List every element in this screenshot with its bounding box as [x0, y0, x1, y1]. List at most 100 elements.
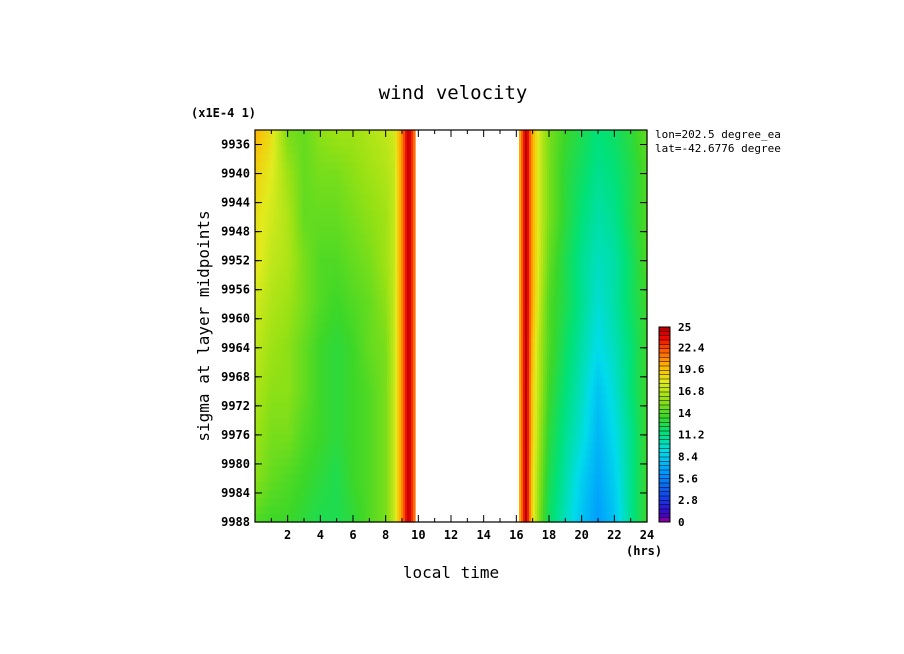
- heat-cell: [273, 314, 276, 323]
- heat-cell: [609, 378, 612, 387]
- heat-cell: [297, 210, 300, 219]
- heat-cell: [359, 162, 362, 171]
- heat-cell: [295, 218, 298, 227]
- heat-cell: [585, 386, 588, 395]
- heat-cell: [621, 274, 624, 283]
- heat-cell: [539, 258, 542, 267]
- heat-cell: [261, 346, 264, 355]
- heat-cell: [385, 154, 388, 163]
- heat-cell: [543, 154, 546, 163]
- heat-cell: [387, 226, 390, 235]
- heat-cell: [323, 266, 326, 275]
- heat-cell: [539, 130, 542, 139]
- heat-cell: [303, 258, 306, 267]
- heat-cell: [581, 314, 584, 323]
- heat-cell: [281, 298, 284, 307]
- heat-cell: [557, 202, 560, 211]
- heat-cell: [525, 314, 528, 323]
- heat-cell: [633, 170, 636, 179]
- heat-cell: [369, 210, 372, 219]
- heat-cell: [541, 218, 544, 227]
- heat-cell: [331, 258, 334, 267]
- heat-cell: [581, 146, 584, 155]
- heat-cell: [303, 282, 306, 291]
- heat-cell: [343, 282, 346, 291]
- heat-cell: [519, 218, 522, 227]
- heat-cell: [319, 370, 322, 379]
- heat-cell: [375, 330, 378, 339]
- heat-cell: [541, 314, 544, 323]
- heat-cell: [539, 226, 542, 235]
- heat-cell: [613, 218, 616, 227]
- heat-cell: [279, 186, 282, 195]
- heat-cell: [321, 202, 324, 211]
- heat-cell: [277, 242, 280, 251]
- heat-cell: [391, 130, 394, 139]
- heat-cell: [395, 282, 398, 291]
- heat-cell: [407, 250, 410, 259]
- heat-cell: [283, 322, 286, 331]
- heat-cell: [327, 234, 330, 243]
- heat-cell: [379, 170, 382, 179]
- heat-cell: [319, 386, 322, 395]
- heat-cell: [591, 138, 594, 147]
- heat-cell: [523, 362, 526, 371]
- heat-cell: [559, 258, 562, 267]
- heat-cell: [605, 194, 608, 203]
- heat-cell: [573, 298, 576, 307]
- heat-cell: [361, 378, 364, 387]
- heat-cell: [347, 178, 350, 187]
- heat-cell: [261, 130, 264, 139]
- heat-cell: [375, 370, 378, 379]
- heat-cell: [257, 386, 260, 395]
- heat-cell: [597, 282, 600, 291]
- heat-cell: [395, 234, 398, 243]
- heat-cell: [607, 162, 610, 171]
- heat-cell: [593, 130, 596, 139]
- heat-cell: [559, 402, 562, 411]
- heat-cell: [583, 194, 586, 203]
- heat-cell: [555, 386, 558, 395]
- heat-cell: [613, 370, 616, 379]
- heat-cell: [331, 322, 334, 331]
- heat-cell: [553, 378, 556, 387]
- heat-cell: [277, 210, 280, 219]
- heat-cell: [373, 130, 376, 139]
- heat-cell: [269, 274, 272, 283]
- heat-cell: [383, 186, 386, 195]
- heat-cell: [315, 274, 318, 283]
- heat-cell: [327, 162, 330, 171]
- heat-cell: [393, 154, 396, 163]
- heat-cell: [279, 322, 282, 331]
- heat-cell: [309, 346, 312, 355]
- heat-cell: [621, 130, 624, 139]
- heat-cell: [617, 346, 620, 355]
- heat-cell: [403, 210, 406, 219]
- heat-cell: [623, 202, 626, 211]
- heat-cell: [389, 234, 392, 243]
- heat-cell: [357, 170, 360, 179]
- heat-cell: [287, 282, 290, 291]
- heat-cell: [259, 346, 262, 355]
- heat-cell: [609, 170, 612, 179]
- heat-cell: [609, 162, 612, 171]
- heat-cell: [611, 162, 614, 171]
- heat-cell: [581, 138, 584, 147]
- heat-cell: [643, 274, 646, 283]
- heat-cell: [599, 322, 602, 331]
- heat-cell: [281, 386, 284, 395]
- heat-cell: [521, 266, 524, 275]
- heat-cell: [395, 226, 398, 235]
- heat-cell: [625, 138, 628, 147]
- heat-cell: [293, 194, 296, 203]
- heat-cell: [571, 130, 574, 139]
- heat-cell: [405, 130, 408, 139]
- heat-cell: [317, 242, 320, 251]
- heat-cell: [359, 146, 362, 155]
- heat-cell: [353, 234, 356, 243]
- heat-cell: [273, 386, 276, 395]
- heat-cell: [581, 306, 584, 315]
- heat-cell: [395, 170, 398, 179]
- heat-cell: [279, 346, 282, 355]
- heat-cell: [323, 354, 326, 363]
